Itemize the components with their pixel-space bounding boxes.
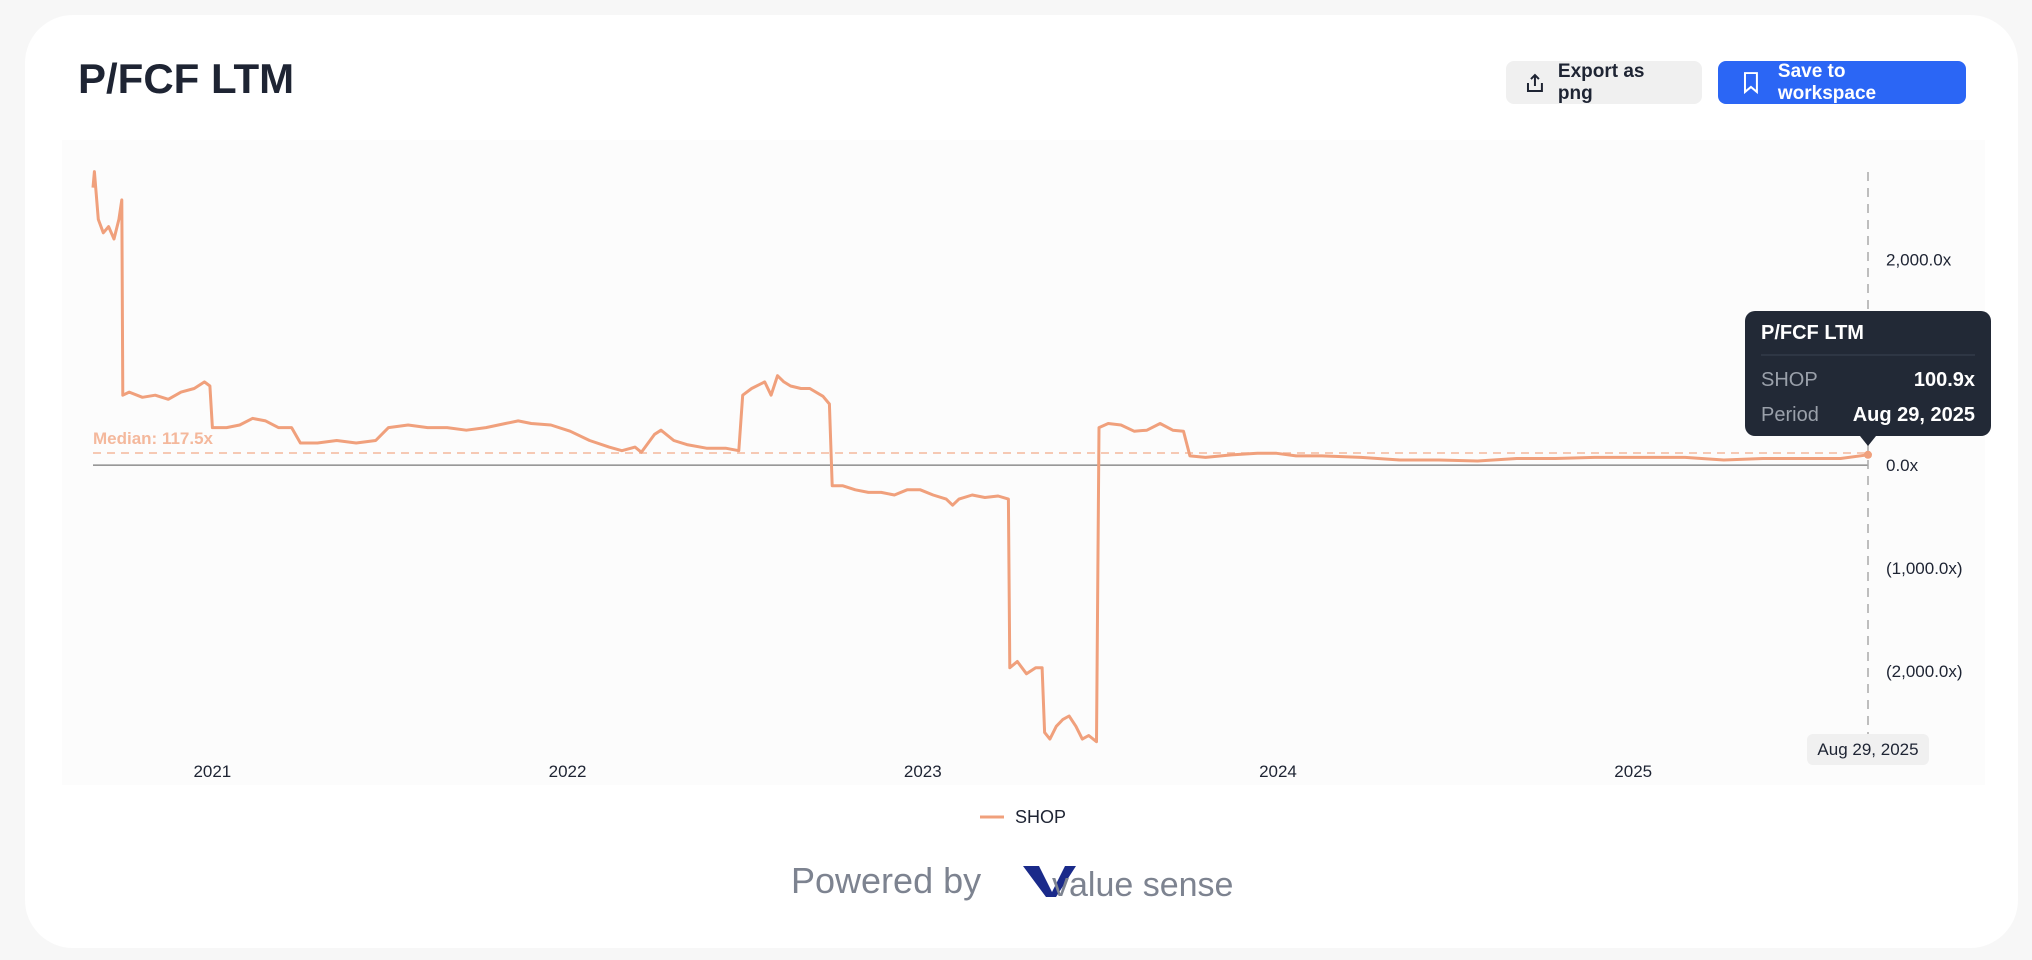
x-tick-label: 2021 <box>193 762 231 781</box>
y-tick-label: (1,000.0x) <box>1886 559 1963 578</box>
tooltip-date: Aug 29, 2025 <box>1853 404 1975 426</box>
y-tick-label: 2,000.0x <box>1886 251 1952 270</box>
tooltip-period-label: Period <box>1761 404 1819 426</box>
export-label: Export as png <box>1557 60 1645 104</box>
series-line <box>91 170 1869 744</box>
bookmark-icon <box>1743 71 1758 94</box>
brand-name: value sense <box>1052 866 1233 904</box>
brand-logo <box>1023 866 1076 897</box>
y-tick-label: 0.0x <box>1886 456 1919 475</box>
tooltip-box <box>1745 311 1991 436</box>
save-label: Save to workspace <box>1777 60 1877 104</box>
x-tick-label: 2023 <box>904 762 942 781</box>
date-badge <box>1807 734 1929 765</box>
tooltip-series: SHOP <box>1761 369 1818 391</box>
powered-by: Powered by <box>791 860 981 901</box>
median-label: Median: 117.5x <box>93 429 214 448</box>
y-tick-label: (2,000.0x) <box>1886 662 1963 681</box>
save-button[interactable]: Save to workspace <box>1718 61 1966 104</box>
date-badge-label: Aug 29, 2025 <box>1817 740 1918 759</box>
x-tick-label: 2022 <box>549 762 587 781</box>
export-button[interactable]: Export as png <box>1506 61 1702 104</box>
x-tick-label: 2024 <box>1259 762 1297 781</box>
legend-label: SHOP <box>1015 807 1066 827</box>
export-icon <box>1526 73 1543 92</box>
plot-background <box>62 140 1985 785</box>
tooltip-title: P/FCF LTM <box>1761 322 1864 344</box>
x-tick-label: 2025 <box>1614 762 1652 781</box>
tooltip-pointer <box>1860 436 1876 446</box>
chart-title: P/FCF LTM <box>78 55 295 102</box>
tooltip-value: 100.9x <box>1914 369 1975 391</box>
cursor-point <box>1864 450 1872 459</box>
